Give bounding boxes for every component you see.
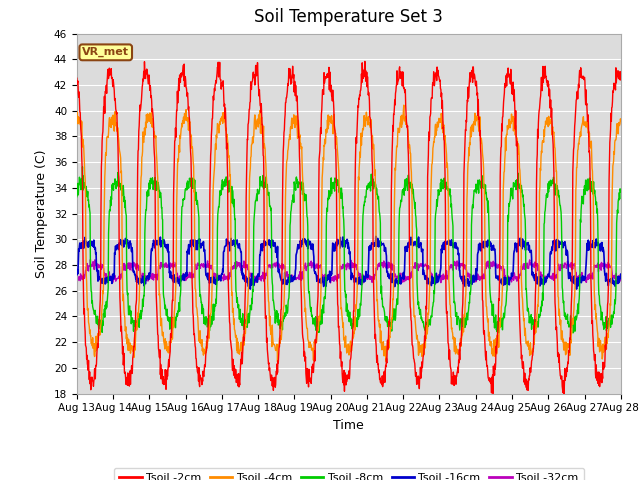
Text: VR_met: VR_met	[82, 47, 129, 58]
Y-axis label: Soil Temperature (C): Soil Temperature (C)	[35, 149, 48, 278]
Title: Soil Temperature Set 3: Soil Temperature Set 3	[254, 9, 444, 26]
X-axis label: Time: Time	[333, 419, 364, 432]
Legend: Tsoil -2cm, Tsoil -4cm, Tsoil -8cm, Tsoil -16cm, Tsoil -32cm: Tsoil -2cm, Tsoil -4cm, Tsoil -8cm, Tsoi…	[114, 468, 584, 480]
